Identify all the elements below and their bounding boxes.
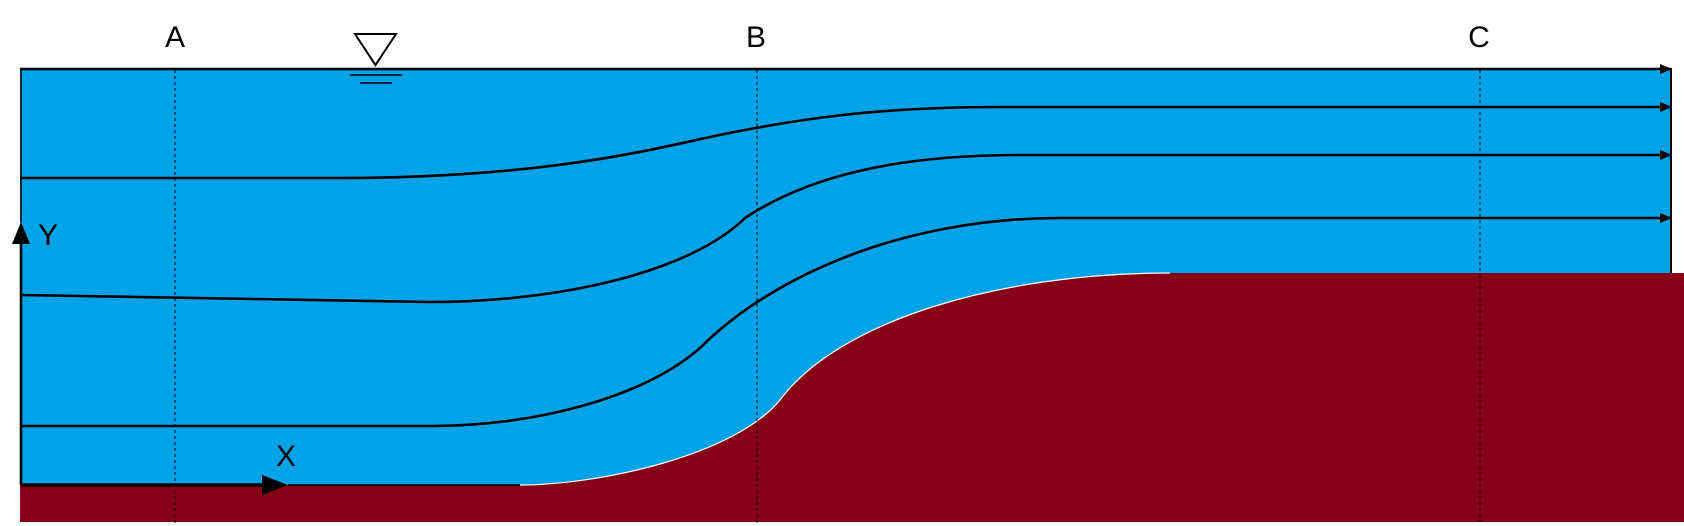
y-axis-label: Y <box>38 219 58 252</box>
x-axis-arrow-icon <box>262 475 288 495</box>
section-label-a: A <box>165 21 185 54</box>
channel-bed <box>20 273 1684 526</box>
section-label-b: B <box>746 21 766 54</box>
water-surface-icon <box>350 33 402 84</box>
bed-bottom-margin <box>0 522 1684 526</box>
y-axis-arrow-icon <box>12 222 30 244</box>
x-axis-label: X <box>276 440 296 473</box>
streamline-3 <box>20 213 1672 428</box>
water-body <box>20 68 1670 485</box>
bed-surface-line <box>519 272 1171 486</box>
section-label-c: C <box>1468 21 1490 54</box>
streamline-2 <box>19 150 1672 304</box>
streamline-1 <box>20 102 1672 180</box>
